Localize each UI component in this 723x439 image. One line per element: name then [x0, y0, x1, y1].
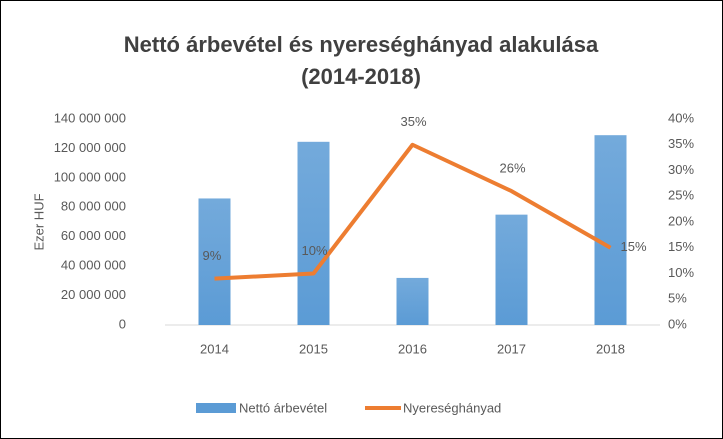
bar	[594, 135, 627, 325]
y2-tick-label: 25%	[668, 188, 694, 203]
y-tick-label: 40 000 000	[61, 258, 126, 273]
x-tick-label: 2018	[596, 341, 625, 356]
y-tick-label: 0	[119, 316, 126, 331]
legend-label: Nettó árbevétel	[239, 400, 327, 415]
data-label: 26%	[500, 161, 526, 176]
bar	[396, 277, 429, 325]
data-label: 35%	[401, 114, 427, 129]
y-tick-label: 100 000 000	[54, 169, 126, 184]
bar	[198, 198, 231, 325]
y2-tick-label: 35%	[668, 136, 694, 151]
legend-label: Nyereséghányad	[403, 400, 501, 415]
chart-title: (2014-2018)	[301, 64, 421, 89]
x-tick-label: 2014	[200, 341, 229, 356]
y-tick-label: 60 000 000	[61, 228, 126, 243]
x-tick-label: 2016	[398, 341, 427, 356]
data-label: 15%	[621, 239, 647, 254]
chart-title: Nettó árbevétel és nyereséghányad alakul…	[124, 32, 599, 57]
y2-tick-label: 30%	[668, 162, 694, 177]
y2-tick-label: 5%	[668, 291, 687, 306]
y2-tick-label: 10%	[668, 265, 694, 280]
y-tick-label: 80 000 000	[61, 199, 126, 214]
data-label: 10%	[302, 243, 328, 258]
y2-tick-label: 0%	[668, 316, 687, 331]
line-series	[214, 142, 612, 281]
x-tick-label: 2015	[299, 341, 328, 356]
y2-tick-label: 20%	[668, 213, 694, 228]
y-tick-label: 120 000 000	[54, 140, 126, 155]
y-axis-label: Ezer HUF	[31, 193, 46, 250]
y2-tick-label: 40%	[668, 110, 694, 125]
bar	[495, 214, 528, 325]
legend-swatch	[196, 403, 236, 413]
y2-tick-label: 15%	[668, 239, 694, 254]
y-tick-label: 20 000 000	[61, 287, 126, 302]
bar	[297, 141, 330, 325]
y-tick-label: 140 000 000	[54, 110, 126, 125]
x-tick-label: 2017	[497, 341, 526, 356]
data-label: 9%	[203, 248, 222, 263]
